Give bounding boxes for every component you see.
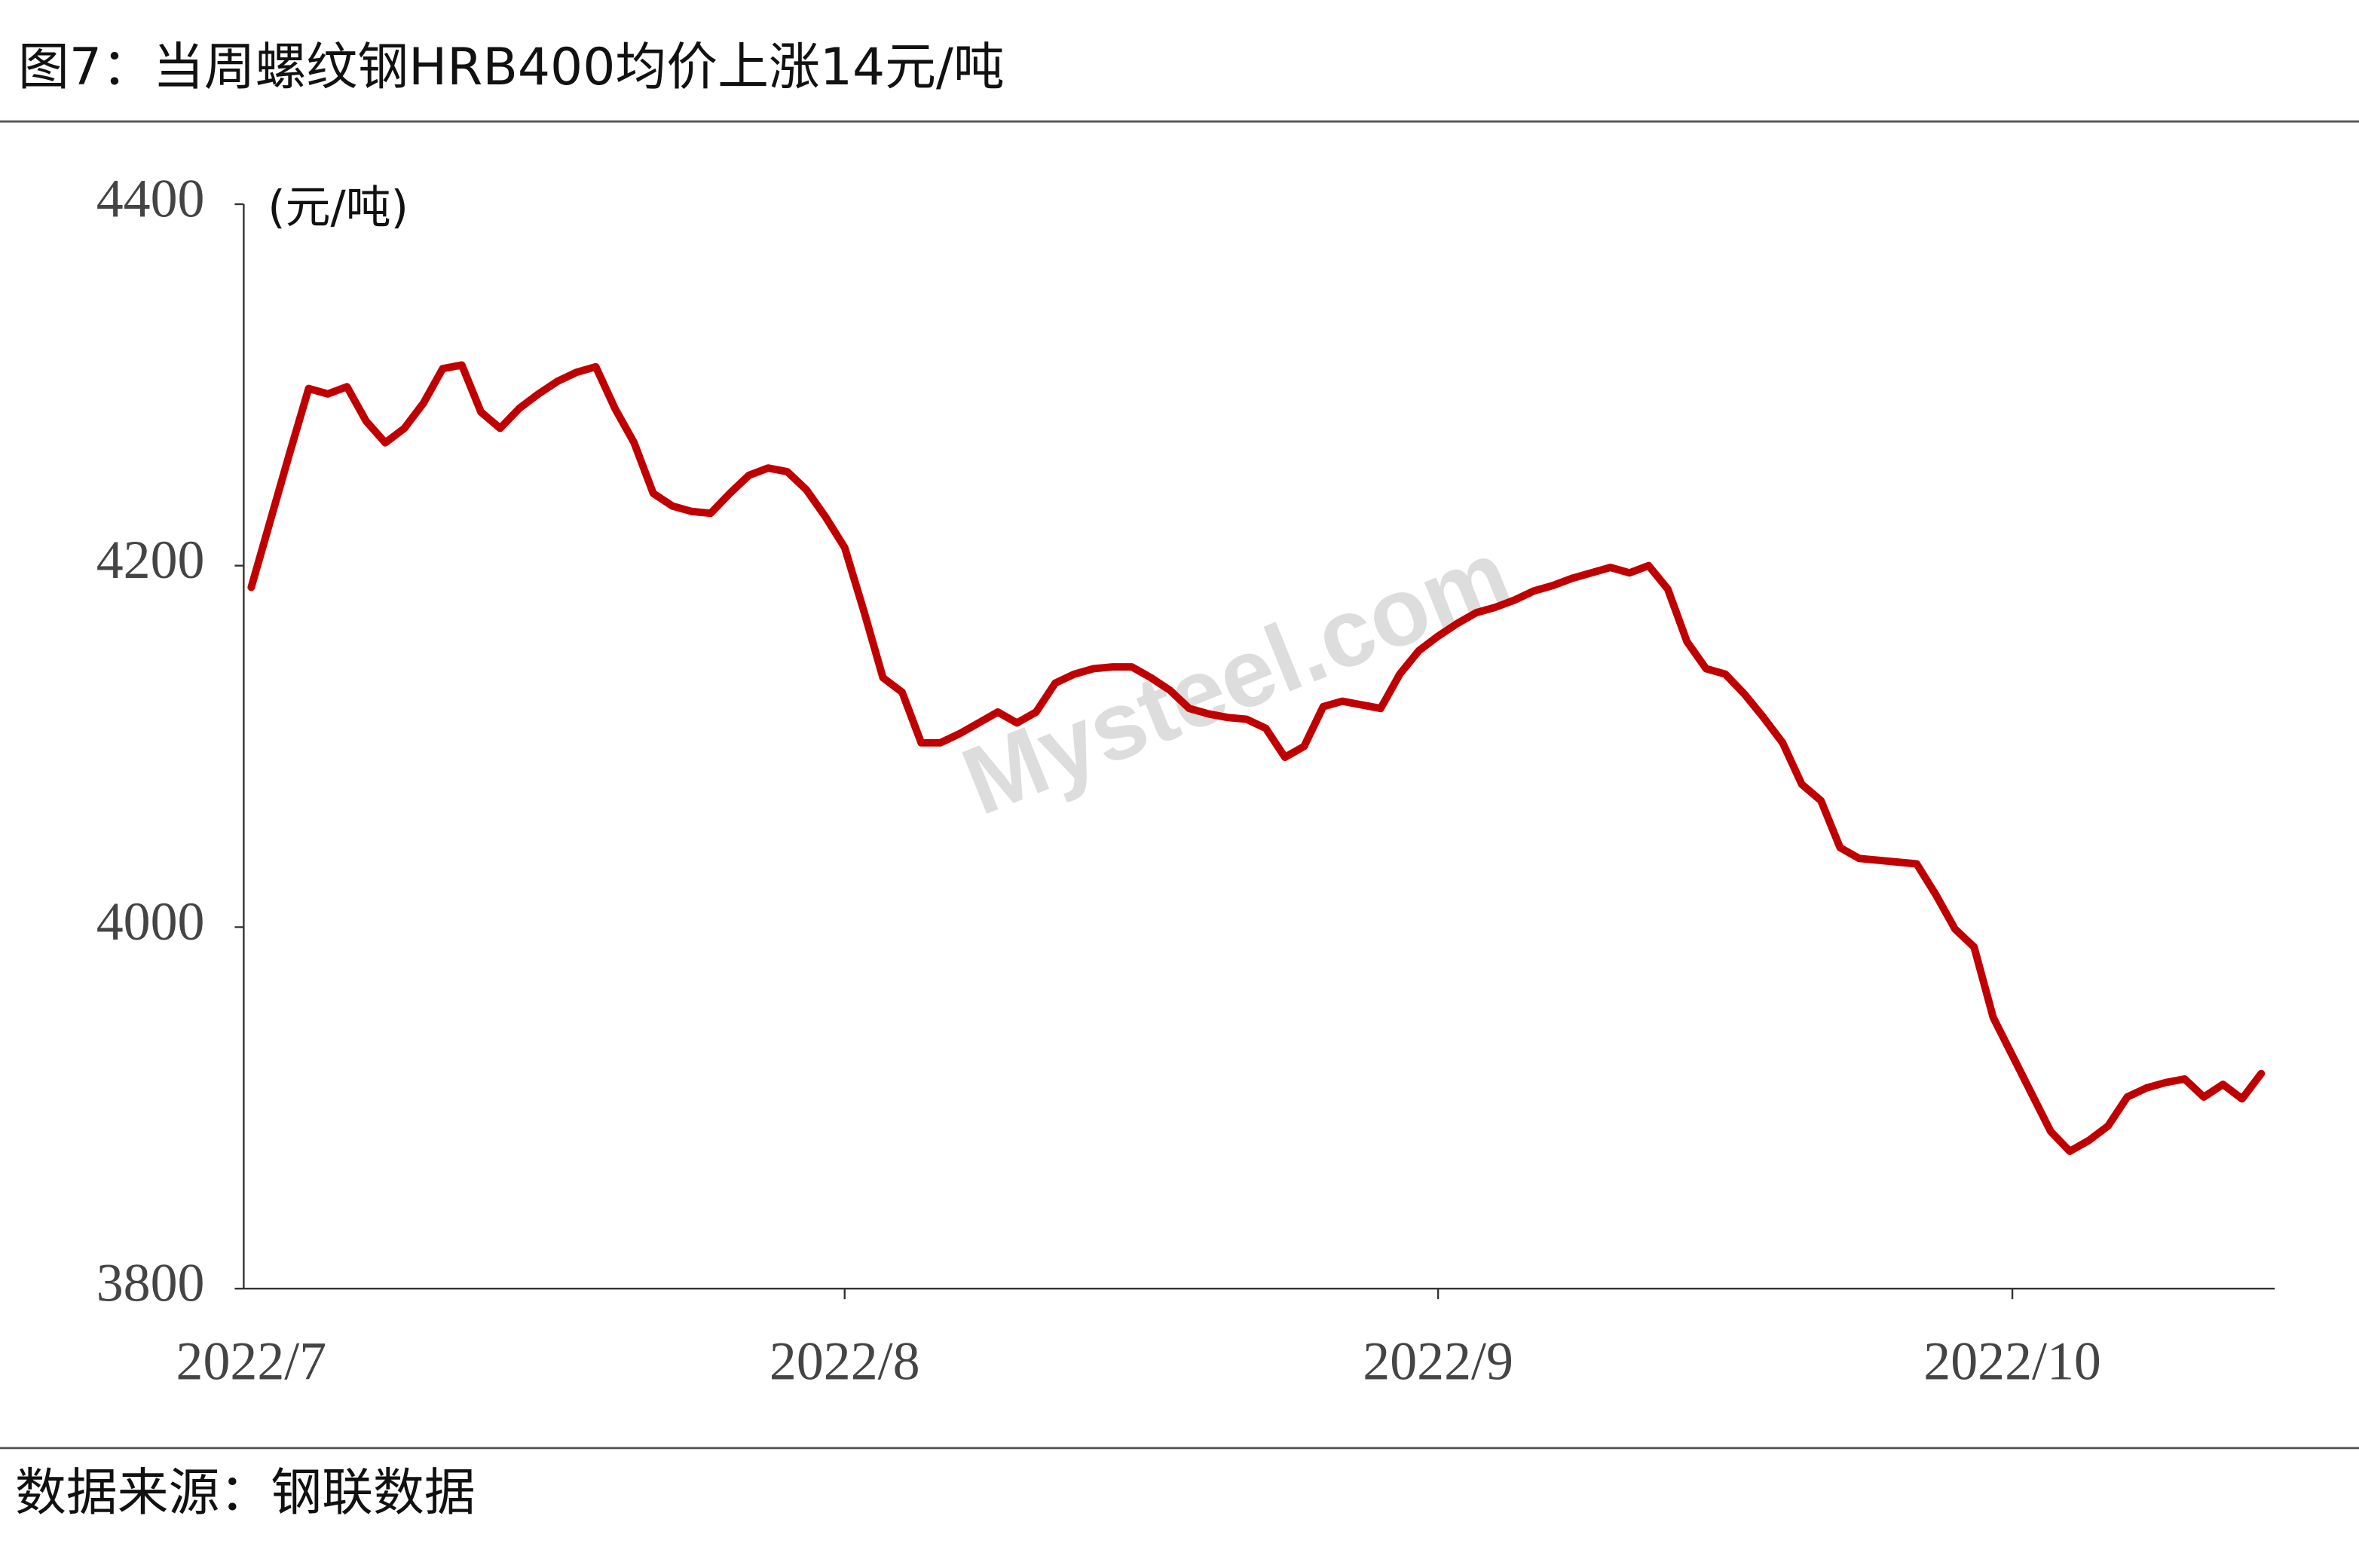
line-series bbox=[247, 361, 2266, 1155]
y-tick-label: 4400 bbox=[96, 168, 205, 228]
x-tick-label: 2022/8 bbox=[770, 1331, 920, 1392]
watermark: Mysteel.com bbox=[948, 519, 1525, 836]
y-tick-label: 3800 bbox=[96, 1253, 205, 1313]
source-note: 数据来源：钢联数据 bbox=[15, 1463, 476, 1523]
x-tick-label: 2022/10 bbox=[1923, 1331, 2101, 1392]
x-tick-label: 2022/9 bbox=[1363, 1331, 1513, 1392]
chart-title: 图7：当周螺纹钢HRB400均价上涨14元/吨 bbox=[18, 38, 1005, 97]
y-tick-label: 4200 bbox=[96, 530, 205, 590]
y-tick-label: 4000 bbox=[96, 891, 205, 952]
x-tick-label: 2022/7 bbox=[176, 1331, 327, 1392]
y-axis-label: (元/吨) bbox=[268, 182, 408, 234]
